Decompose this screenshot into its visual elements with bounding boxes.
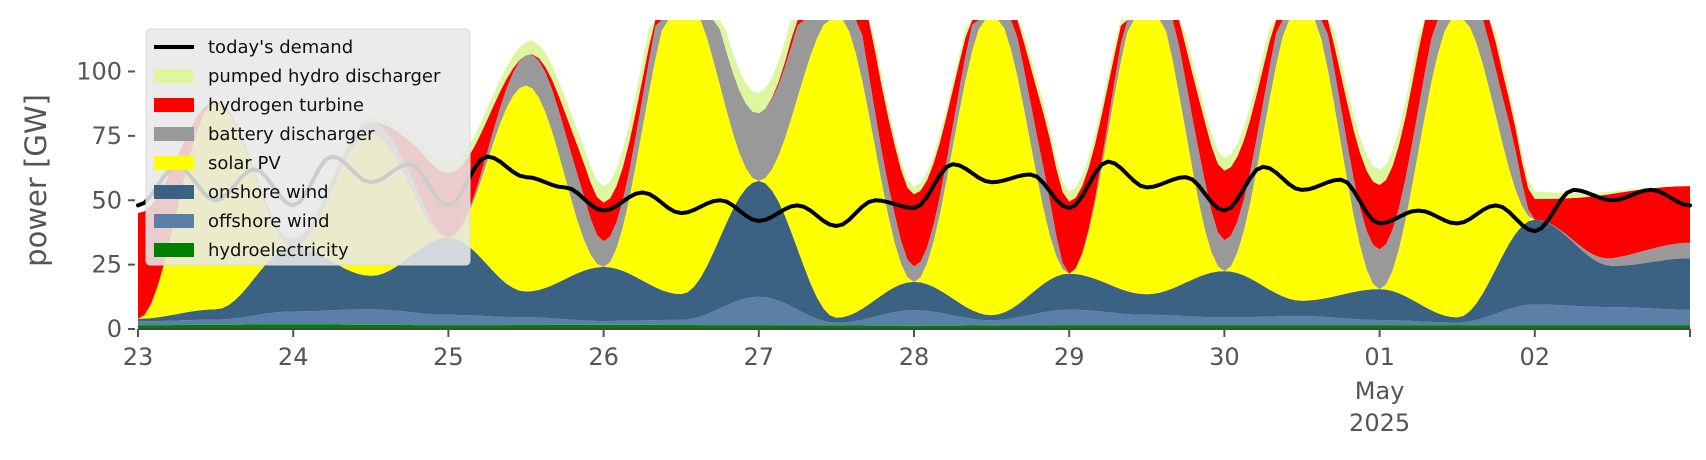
area-solar-pv bbox=[138, 20, 1690, 319]
legend-label: hydrogen turbine bbox=[208, 95, 364, 116]
area-hydrogen-turbine bbox=[138, 20, 1690, 319]
legend-swatch bbox=[154, 214, 194, 228]
x-tick-label: 25 bbox=[433, 343, 464, 371]
legend-label: onshore wind bbox=[208, 182, 329, 203]
legend-swatch bbox=[154, 127, 194, 141]
legend-label: hydroelectricity bbox=[208, 240, 349, 261]
y-tick-label: 50 bbox=[91, 186, 122, 214]
legend-swatch bbox=[154, 185, 194, 199]
legend-swatch bbox=[154, 98, 194, 112]
legend-swatch bbox=[154, 69, 194, 83]
legend-label: offshore wind bbox=[208, 211, 330, 232]
area-hydroelectricity bbox=[138, 324, 1690, 329]
y-tick-label: 25 bbox=[91, 251, 122, 279]
legend: today's demand pumped hydro discharger hyd… bbox=[145, 28, 471, 266]
axes: 0 25 50 75 100 23 24 25 26 27 28 29 30 01 May 2025 02 bbox=[76, 58, 1691, 437]
legend-box bbox=[145, 28, 471, 266]
x-tick-label: 27 bbox=[744, 343, 775, 371]
y-axis-label: power [GW] bbox=[19, 94, 53, 267]
x-tick-label: 30 bbox=[1209, 343, 1240, 371]
y-tick-label: 100 bbox=[76, 58, 122, 86]
legend-label: solar PV bbox=[208, 153, 281, 174]
legend-label: pumped hydro discharger bbox=[208, 66, 441, 87]
area-offshore-wind bbox=[138, 296, 1690, 326]
x-tick-label: 01 bbox=[1364, 343, 1395, 371]
x-tick-label: 24 bbox=[278, 343, 309, 371]
x-tick-label: 29 bbox=[1054, 343, 1085, 371]
x-tick-label: 28 bbox=[899, 343, 930, 371]
legend-label: today's demand bbox=[208, 37, 353, 58]
legend-label: battery discharger bbox=[208, 124, 375, 145]
y-tick-label: 75 bbox=[91, 122, 122, 150]
x-tick-sublabel: May bbox=[1355, 377, 1405, 405]
x-tick-sublabel: 2025 bbox=[1349, 409, 1410, 437]
x-tick-label: 26 bbox=[588, 343, 619, 371]
legend-swatch bbox=[154, 243, 194, 257]
y-tick-label: 0 bbox=[107, 315, 122, 343]
legend-swatch bbox=[154, 156, 194, 170]
x-tick-label: 02 bbox=[1520, 343, 1551, 371]
x-tick-label: 23 bbox=[123, 343, 154, 371]
